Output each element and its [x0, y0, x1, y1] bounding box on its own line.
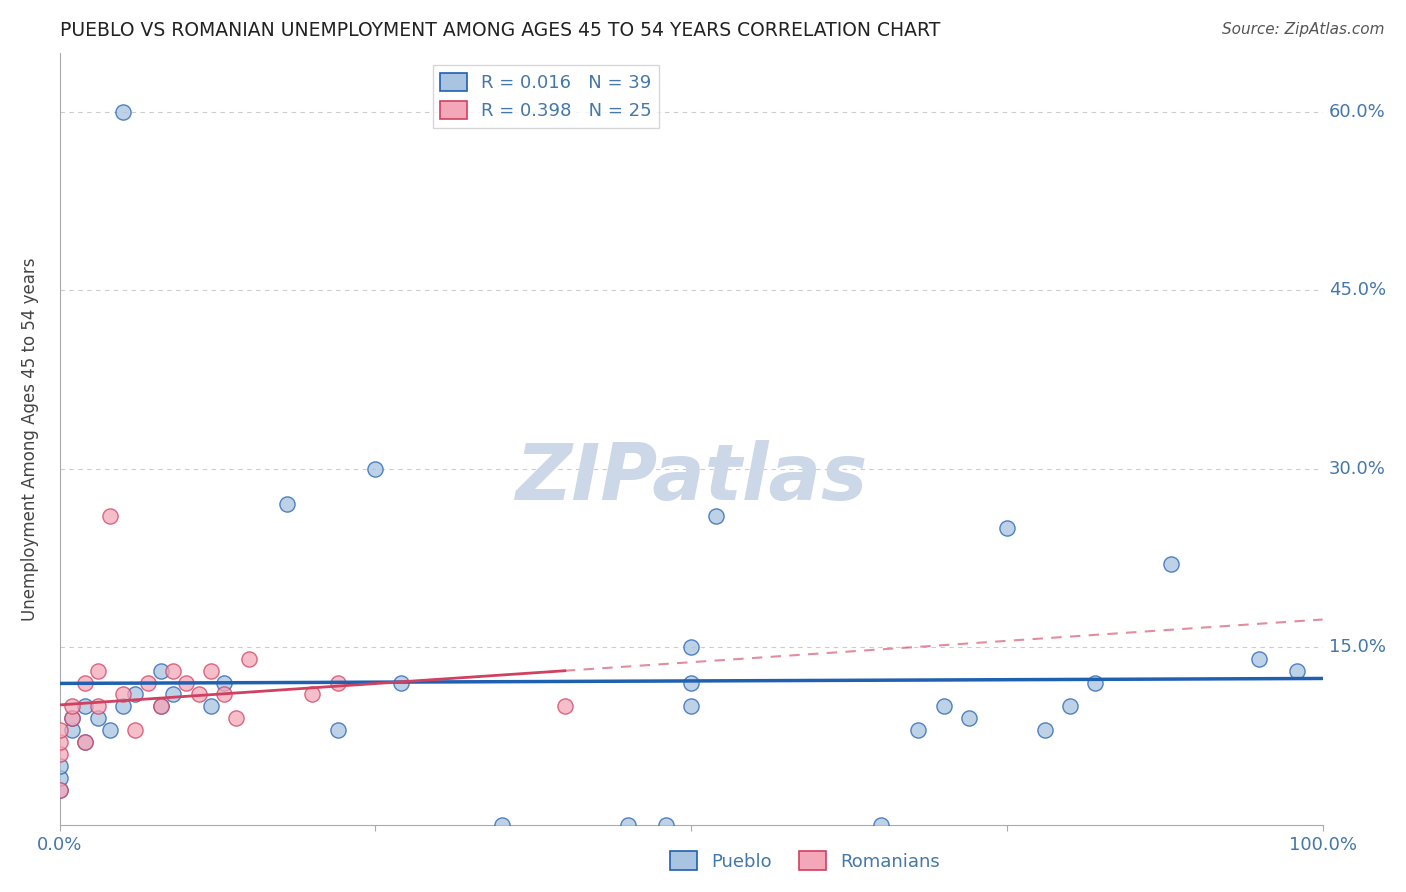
Point: [326, 723, 349, 738]
Point: [60, 699, 83, 714]
Legend: Pueblo, Romanians: Pueblo, Romanians: [662, 844, 948, 878]
Text: PUEBLO VS ROMANIAN UNEMPLOYMENT AMONG AGES 45 TO 54 YEARS CORRELATION CHART: PUEBLO VS ROMANIAN UNEMPLOYMENT AMONG AG…: [59, 21, 941, 40]
Point: [681, 675, 703, 690]
Point: [111, 688, 134, 702]
Point: [1286, 664, 1309, 678]
Point: [907, 723, 929, 738]
Point: [98, 723, 121, 738]
Point: [212, 675, 235, 690]
Point: [48, 771, 70, 785]
Point: [136, 675, 159, 690]
Text: 60.0%: 60.0%: [1329, 103, 1386, 121]
Point: [238, 652, 260, 666]
Point: [86, 699, 108, 714]
Point: [706, 509, 728, 524]
Point: [200, 664, 222, 678]
Point: [98, 509, 121, 524]
Point: [200, 699, 222, 714]
Point: [48, 723, 70, 738]
Point: [225, 711, 247, 725]
Point: [60, 711, 83, 725]
Point: [149, 699, 172, 714]
Y-axis label: Unemployment Among Ages 45 to 54 years: Unemployment Among Ages 45 to 54 years: [21, 257, 39, 621]
Text: 15.0%: 15.0%: [1329, 638, 1386, 656]
Point: [1249, 652, 1271, 666]
Point: [149, 699, 172, 714]
Point: [1059, 699, 1081, 714]
Point: [124, 688, 146, 702]
Point: [48, 735, 70, 749]
Point: [48, 759, 70, 773]
Point: [187, 688, 209, 702]
Point: [491, 818, 513, 832]
Point: [48, 747, 70, 761]
Point: [1084, 675, 1107, 690]
Point: [60, 711, 83, 725]
Point: [932, 699, 955, 714]
Point: [554, 699, 576, 714]
Point: [995, 521, 1018, 535]
Point: [48, 782, 70, 797]
Point: [111, 104, 134, 119]
Text: 30.0%: 30.0%: [1329, 459, 1386, 477]
Text: ZIPatlas: ZIPatlas: [515, 440, 868, 516]
Point: [73, 735, 96, 749]
Point: [617, 818, 640, 832]
Point: [326, 675, 349, 690]
Text: Source: ZipAtlas.com: Source: ZipAtlas.com: [1222, 22, 1385, 37]
Point: [124, 723, 146, 738]
Point: [86, 664, 108, 678]
Point: [681, 640, 703, 654]
Point: [149, 664, 172, 678]
Point: [162, 664, 184, 678]
Point: [655, 818, 678, 832]
Point: [301, 688, 323, 702]
Point: [389, 675, 412, 690]
Point: [1160, 557, 1182, 571]
Point: [111, 699, 134, 714]
Point: [73, 699, 96, 714]
Point: [73, 675, 96, 690]
Text: 45.0%: 45.0%: [1329, 281, 1386, 300]
Point: [162, 688, 184, 702]
Point: [957, 711, 980, 725]
Point: [86, 711, 108, 725]
Point: [869, 818, 891, 832]
Point: [174, 675, 197, 690]
Point: [364, 461, 387, 475]
Point: [681, 699, 703, 714]
Point: [276, 497, 298, 511]
Point: [1033, 723, 1056, 738]
Point: [60, 723, 83, 738]
Point: [48, 782, 70, 797]
Point: [73, 735, 96, 749]
Point: [212, 688, 235, 702]
